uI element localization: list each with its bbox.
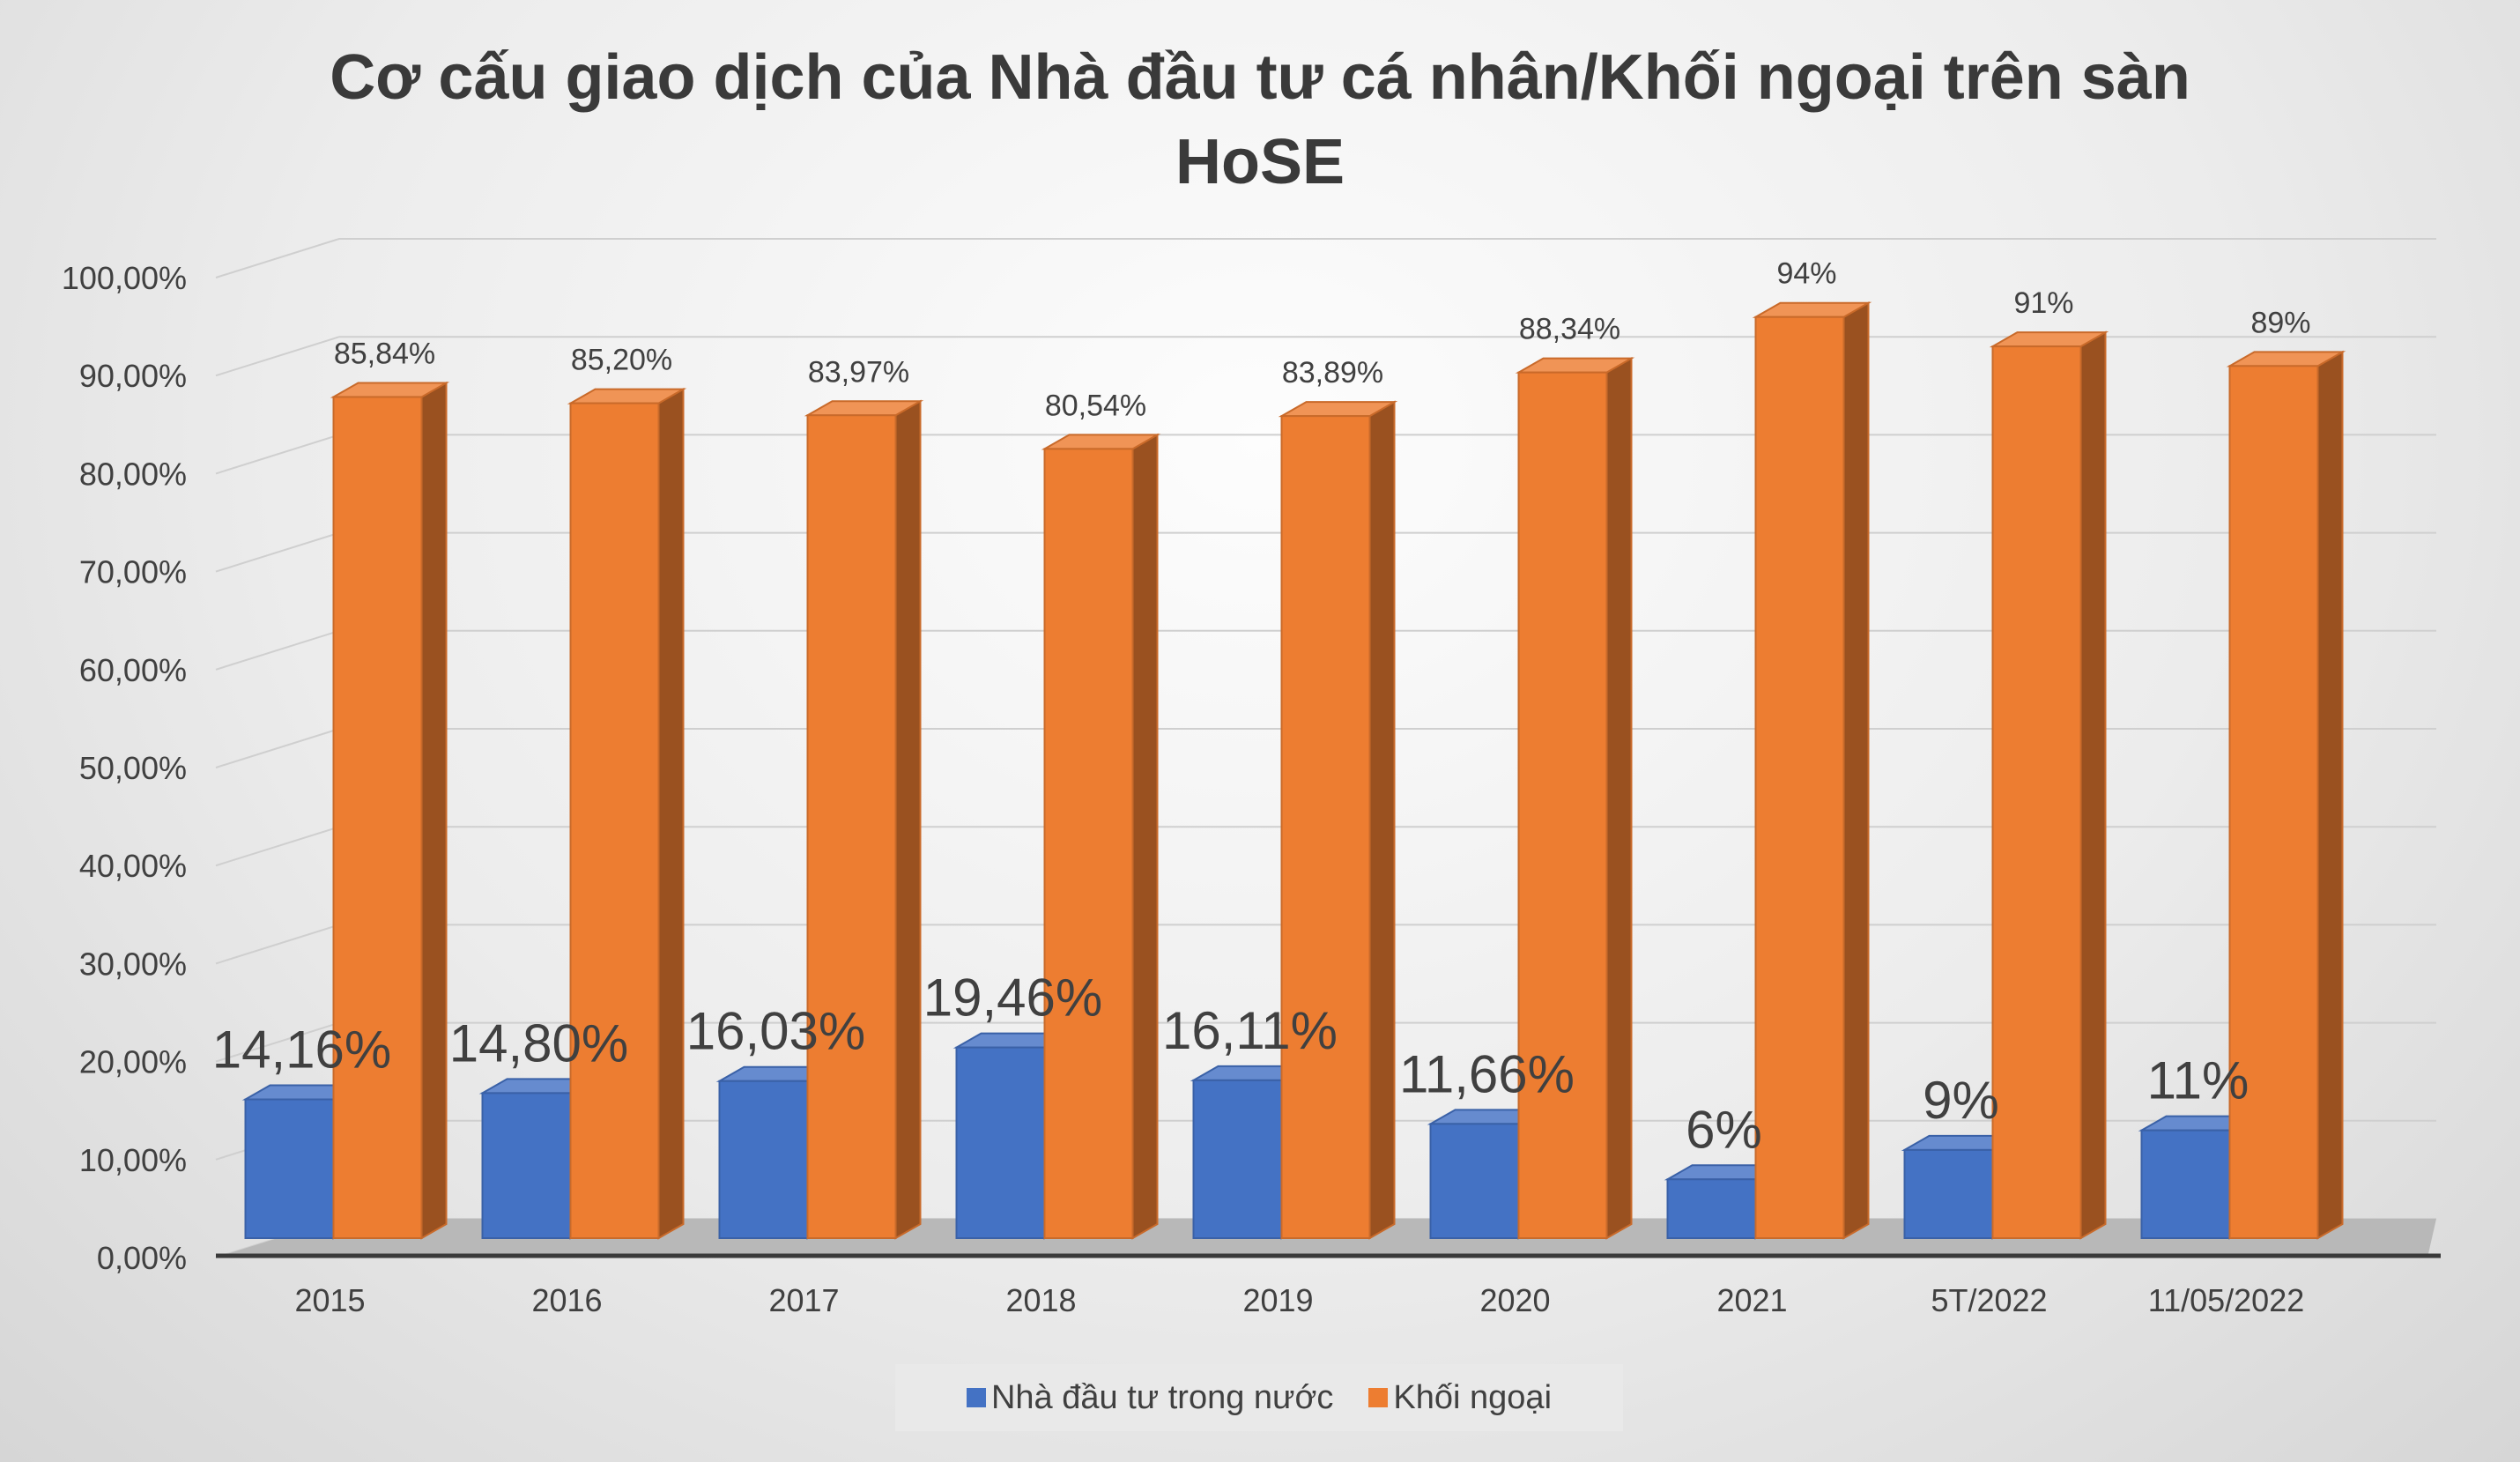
bar-foreign xyxy=(567,387,687,1240)
y-tick-label: 60,00% xyxy=(79,652,187,688)
x-tick-label: 2015 xyxy=(294,1282,365,1318)
data-label-foreign: 80,54% xyxy=(1045,389,1146,422)
data-label-domestic: 6% xyxy=(1686,1100,1762,1159)
y-tick-label: 50,00% xyxy=(79,750,187,786)
data-label-foreign: 89% xyxy=(2250,306,2310,339)
legend-swatch-foreign xyxy=(1368,1388,1389,1407)
bar-side xyxy=(1368,400,1396,1240)
bar-front xyxy=(955,1046,1046,1240)
bar-front xyxy=(1754,315,1845,1240)
bar-front xyxy=(1991,345,2082,1239)
bar-side xyxy=(2316,350,2344,1240)
legend-label-domestic: Nhà đầu tư trong nước xyxy=(990,1378,1334,1416)
bar-foreign xyxy=(2226,350,2346,1240)
data-label-foreign: 85,84% xyxy=(334,337,435,370)
data-label-domestic: 11% xyxy=(2147,1051,2249,1110)
bar-front xyxy=(806,414,897,1239)
gridline xyxy=(215,238,2436,278)
data-label-foreign: 83,97% xyxy=(808,355,909,389)
bar-front xyxy=(1192,1079,1283,1240)
x-tick-label: 11/05/2022 xyxy=(2148,1282,2305,1318)
bar-front xyxy=(718,1080,809,1240)
bar-side xyxy=(420,381,448,1240)
bar-foreign xyxy=(330,381,450,1240)
x-tick-label: 2020 xyxy=(1479,1282,1550,1318)
bar-foreign xyxy=(1752,301,1872,1240)
y-tick-label: 80,00% xyxy=(79,456,187,492)
data-label-foreign: 88,34% xyxy=(1519,313,1620,346)
data-label-foreign: 85,20% xyxy=(571,344,672,377)
x-tick-label: 2019 xyxy=(1242,1282,1313,1318)
data-label-domestic: 16,11% xyxy=(1162,1001,1338,1060)
bar-front xyxy=(2140,1129,2231,1240)
bar-foreign xyxy=(1989,330,2109,1240)
chart-title-line-1: Cơ cấu giao dịch của Nhà đầu tư cá nhân/… xyxy=(330,42,2190,113)
data-label-domestic: 14,16% xyxy=(212,1020,392,1080)
y-tick-label: 20,00% xyxy=(79,1044,187,1080)
chart-title: Cơ cấu giao dịch của Nhà đầu tư cá nhân/… xyxy=(291,35,2229,204)
bar-front xyxy=(569,402,660,1239)
data-label-domestic: 16,03% xyxy=(686,1002,866,1061)
x-axis-categories: 2015 2016 2017 2018 2019 2020 2021 5T/2022 11/05… xyxy=(294,1282,2304,1318)
bar-side xyxy=(1605,356,1633,1240)
y-tick-label: 40,00% xyxy=(79,848,187,884)
data-label-foreign: 83,89% xyxy=(1282,356,1383,390)
legend-item-domestic: Nhà đầu tư trong nước xyxy=(966,1378,1334,1417)
x-tick-label: 2016 xyxy=(531,1282,602,1318)
bar-foreign xyxy=(804,399,924,1240)
y-tick-label: 30,00% xyxy=(79,946,187,982)
x-tick-label: 5T/2022 xyxy=(1931,1282,2047,1318)
x-tick-label: 2017 xyxy=(768,1282,839,1318)
data-label-domestic: 9% xyxy=(1923,1071,1999,1130)
bar-front xyxy=(1429,1123,1520,1240)
bars xyxy=(241,301,2346,1240)
y-tick-label: 10,00% xyxy=(79,1142,187,1178)
data-label-foreign: 94% xyxy=(1776,257,1836,291)
y-axis-ticks: 0,00% 10,00% 20,00% 30,00% 40,00% 50,00% 60,00… xyxy=(62,260,187,1276)
gridline xyxy=(215,336,2436,377)
bar-side xyxy=(1131,433,1159,1240)
data-label-foreign: 91% xyxy=(2013,286,2073,320)
bar-front xyxy=(1666,1178,1757,1240)
bar-foreign xyxy=(1041,433,1161,1240)
legend-item-foreign: Khối ngoại xyxy=(1368,1379,1552,1417)
x-tick-label: 2021 xyxy=(1716,1282,1787,1318)
bar-front xyxy=(481,1092,572,1239)
y-tick-label: 100,00% xyxy=(62,260,187,296)
legend: Nhà đầu tư trong nước Khối ngoại xyxy=(895,1364,1623,1431)
bar-front xyxy=(1903,1148,1994,1240)
data-label-domestic: 19,46% xyxy=(923,968,1103,1028)
data-labels: 14,16% 85,84% 14,80% 85,20% 16,03% 83,97% 19,4… xyxy=(212,257,2311,1160)
bar-side xyxy=(2079,330,2107,1240)
bar-front xyxy=(1280,415,1371,1239)
data-label-domestic: 14,80% xyxy=(449,1013,629,1072)
bar-front xyxy=(2228,365,2319,1239)
legend-label-foreign: Khối ngoại xyxy=(1393,1378,1553,1416)
legend-swatch-domestic xyxy=(966,1388,986,1407)
y-tick-label: 0,00% xyxy=(97,1240,187,1276)
bar-foreign xyxy=(1278,400,1398,1240)
data-label-domestic: 11,66% xyxy=(1399,1044,1575,1103)
bar-front xyxy=(244,1098,335,1239)
bar-front xyxy=(332,396,423,1239)
bar-front xyxy=(1043,448,1134,1239)
bar-foreign xyxy=(1515,356,1635,1240)
bar-side xyxy=(657,387,685,1240)
y-tick-label: 90,00% xyxy=(79,358,187,394)
y-tick-label: 70,00% xyxy=(79,554,187,590)
chart-title-line-2: HoSE xyxy=(1175,127,1345,197)
bar-side xyxy=(894,399,922,1240)
x-tick-label: 2018 xyxy=(1005,1282,1076,1318)
bar-front xyxy=(1517,371,1608,1240)
bar-side xyxy=(1842,301,1870,1240)
